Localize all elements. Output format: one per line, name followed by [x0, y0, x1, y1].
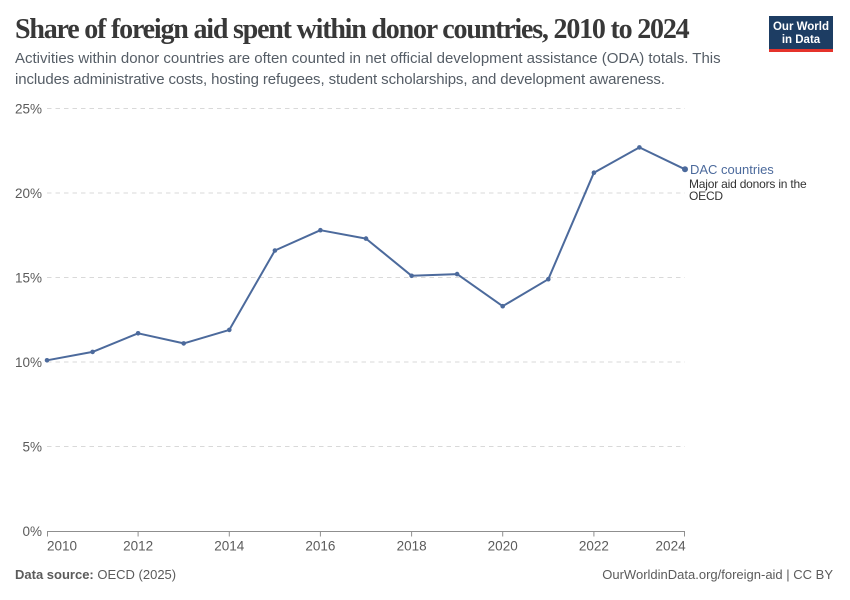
svg-text:10%: 10%	[15, 355, 42, 370]
svg-text:25%: 25%	[15, 101, 42, 116]
svg-text:2016: 2016	[305, 539, 335, 554]
svg-text:15%: 15%	[15, 270, 42, 285]
svg-text:0%: 0%	[22, 524, 42, 539]
svg-text:2010: 2010	[47, 539, 77, 554]
svg-text:2018: 2018	[397, 539, 427, 554]
svg-text:2024: 2024	[656, 539, 687, 554]
svg-text:2012: 2012	[123, 539, 153, 554]
svg-text:5%: 5%	[22, 439, 42, 454]
svg-text:2020: 2020	[488, 539, 518, 554]
svg-text:20%: 20%	[15, 186, 42, 201]
svg-text:2022: 2022	[579, 539, 609, 554]
svg-text:2014: 2014	[214, 539, 245, 554]
